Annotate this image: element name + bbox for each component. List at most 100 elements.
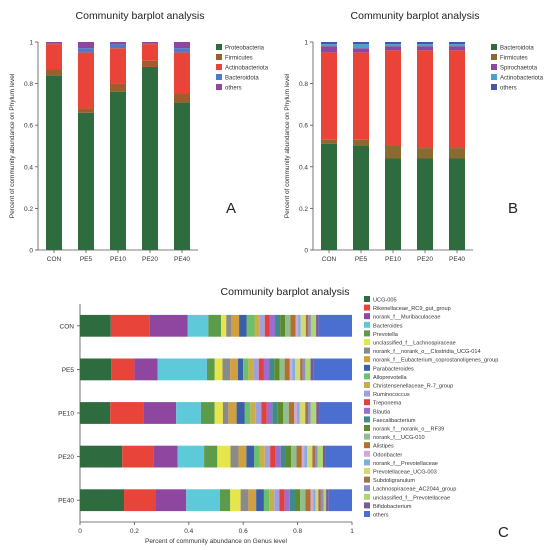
chart-c-bar-con-seg-14 [275,315,280,337]
chart-c-y-tick-label: PE20 [58,454,74,461]
chart-c-legend-label: Alistipes [373,444,394,450]
chart-c-bar-con-seg-9 [247,315,255,337]
chart-b-legend-swatch [491,44,497,50]
chart-c-bar-pe5-seg-6 [222,359,230,381]
chart-c-bar-con-seg-1 [111,315,149,337]
chart-a-bar-pe20-seg-4 [142,42,158,43]
chart-c-legend-label: norank_f__Eubacterium_coprostanoligenes_… [373,358,498,364]
chart-c-legend-swatch [364,502,370,508]
chart-c-bar-pe40-seg-2 [155,489,186,511]
chart-a-bar-con-seg-1 [46,69,62,75]
chart-c-bar-con-seg-3 [188,315,209,337]
chart-c-bar-pe40-seg-12 [279,489,284,511]
chart-a-bar-pe40-seg-2 [174,52,190,94]
panel-label-b: B [508,200,518,217]
chart-c-bar-pe5-seg-8 [238,359,243,381]
chart-c-bar-con-seg-21 [306,315,309,337]
chart-c-bar-con-seg-22 [308,315,311,337]
chart-c-bar-pe40-seg-24 [326,489,329,511]
chart-a-bar-pe5-seg-3 [78,48,94,52]
chart-c-bar-pe10-seg-15 [278,402,283,424]
chart-c-bar-pe10-seg-1 [110,402,143,424]
chart-c-bar-pe40-seg-4 [220,489,230,511]
chart-b-bar-pe10-seg-3 [385,46,401,50]
chart-c-bar-pe20-seg-7 [238,446,246,468]
chart-b-bar-pe5-seg-1 [353,140,369,146]
chart-b-bar-pe40-seg-2 [449,50,465,148]
chart-c-bar-pe40-seg-13 [285,489,290,511]
chart-c-bar-con-seg-13 [270,315,275,337]
chart-b-x-tick-label: PE10 [385,256,401,263]
chart-c-legend-swatch [364,330,370,336]
chart-c-bar-pe20-seg-24 [323,446,326,468]
chart-c-legend-swatch [364,494,370,500]
chart-c-bar-pe5-seg-1 [111,359,134,381]
chart-b-bar-con-seg-0 [321,144,337,250]
chart-c-legend-label: norank_f__Prevotellaceae [373,461,438,467]
chart-a-legend-label: Bacteroidota [225,76,259,82]
chart-c-x-tick-label: 0 [78,528,82,535]
chart-a-bar-pe10-seg-4 [110,42,126,44]
chart-a-bar-con-seg-4 [46,42,62,43]
chart-c-bar-con-seg-25 [319,315,352,337]
chart-a-y-tick-label: 0 [29,248,33,255]
chart-c-bar-pe10-seg-4 [201,402,215,424]
chart-c-bar-pe5-seg-24 [311,359,314,381]
chart-c-bar-pe20-seg-8 [246,446,254,468]
chart-a-y-tick-label: 1 [29,40,33,47]
chart-c-legend-swatch [364,468,370,474]
chart-c-legend-label: norank_f__norank_o__RF39 [373,427,444,433]
chart-c-legend-label: unclassified_f__Lachnospiraceae [373,341,456,347]
chart-a-bar-pe10-seg-2 [110,48,126,83]
chart-c-bar-pe40-seg-6 [241,489,249,511]
chart-c-legend-label: Prevotella [373,332,399,338]
chart-b-legend-label: others [500,86,517,92]
chart-a-legend-swatch [216,54,222,60]
chart-c-bar-pe40-seg-1 [124,489,155,511]
chart-c-legend-label: Ruminococcus [373,392,410,398]
chart-c-bar-pe10-seg-17 [289,402,294,424]
chart-c-bar-con-seg-20 [301,315,306,337]
chart-c-y-tick-label: CON [60,323,75,330]
chart-a-x-tick-label: PE5 [80,256,93,263]
chart-a-bar-pe10-seg-0 [110,92,126,250]
chart-c-bar-pe20-seg-19 [304,446,307,468]
chart-c-legend-swatch [364,382,370,388]
chart-b-bar-pe20-seg-5 [417,42,433,44]
chart-c-bar-pe40-seg-15 [295,489,300,511]
chart-c-bar-pe10-seg-3 [176,402,201,424]
chart-c-bar-con-seg-18 [296,315,299,337]
chart-c-legend-label: unclassified_f__Prevotellaceae [373,495,450,501]
chart-c-legend-swatch [364,356,370,362]
chart-c-bar-pe10-seg-2 [143,402,176,424]
chart-a-bar-pe40-seg-3 [174,48,190,52]
chart-a-y-tick-label: 0.4 [24,164,33,171]
chart-c-y-tick-label: PE10 [58,411,74,418]
chart-c-bar-pe40-seg-20 [316,489,319,511]
chart-c-legend-swatch [364,399,370,405]
chart-c-bar-pe5-seg-11 [254,359,259,381]
chart-b-y-tick-label: 1 [304,40,308,47]
chart-c-bar-pe10-seg-6 [223,402,228,424]
chart-b-bar-pe40-seg-1 [449,148,465,158]
chart-c-bar-pe10-seg-21 [305,402,308,424]
chart-c-bar-pe20-seg-1 [122,446,154,468]
chart-c-bar-con-seg-24 [316,315,319,337]
chart-c-legend-label: Prevotellaceae_UCG-003 [373,470,437,476]
chart-c-x-tick-label: 0.6 [239,528,248,535]
chart-b-bar-pe40-seg-3 [449,46,465,50]
chart-b-bar-pe10-seg-4 [385,44,401,46]
chart-b-legend-label: Actinobacteriota [500,76,544,82]
chart-b-bar-pe10-seg-1 [385,146,401,158]
chart-c-bar-pe40-seg-8 [256,489,264,511]
chart-c-bar-pe5-seg-20 [295,359,300,381]
chart-c-bar-pe5-seg-10 [248,359,253,381]
chart-c-legend-label: Treponema [373,401,402,407]
chart-c-bar-pe40-seg-21 [318,489,321,511]
chart-a-x-tick-label: PE10 [110,256,126,263]
chart-c-bar-pe5-seg-16 [279,359,284,381]
chart-c-bar-pe10-seg-7 [228,402,236,424]
chart-b-bar-pe20-seg-4 [417,44,433,46]
chart-b: 00.20.40.60.81Percent of community abund… [275,0,550,270]
chart-b-x-tick-label: PE40 [449,256,465,263]
